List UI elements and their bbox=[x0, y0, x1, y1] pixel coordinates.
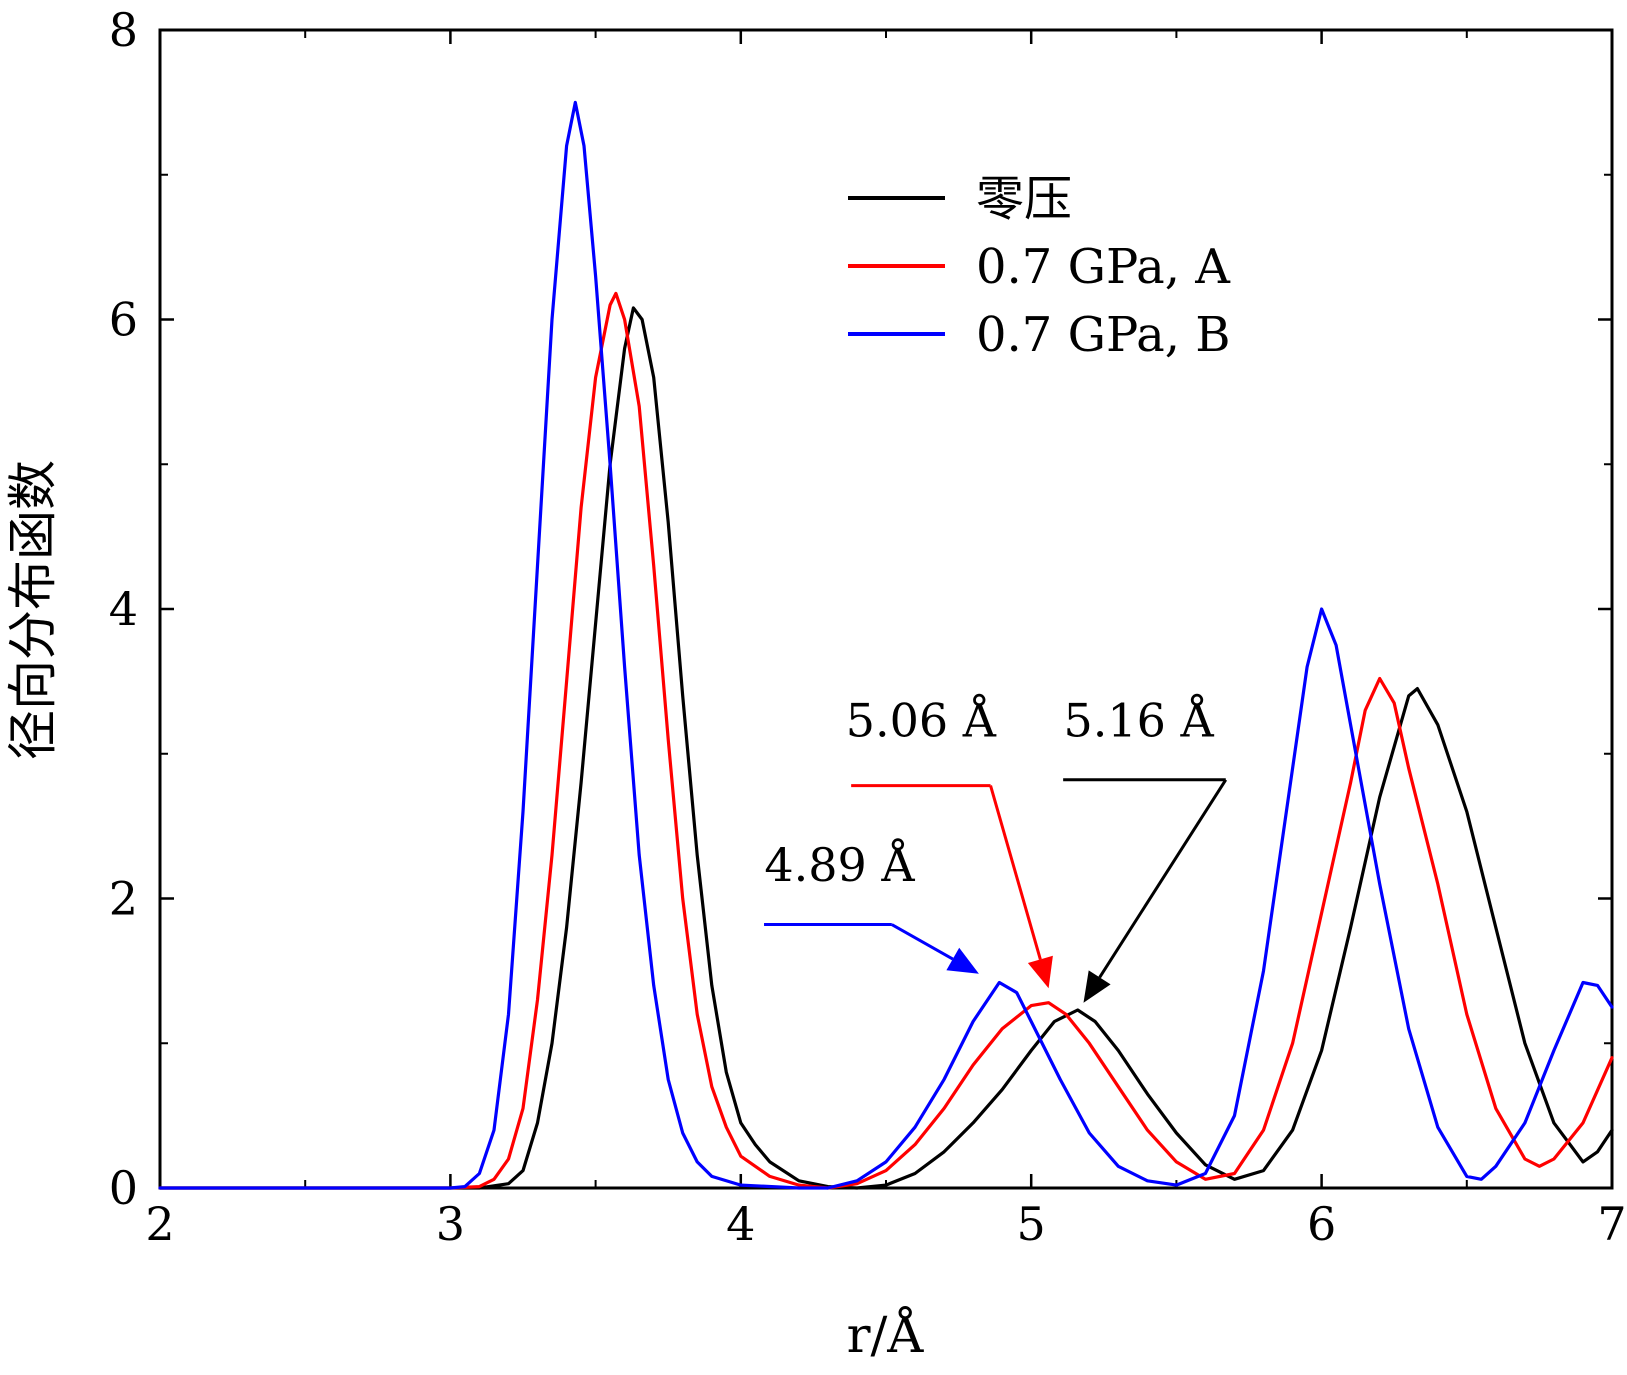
x-axis-title: r/Å bbox=[847, 1305, 925, 1364]
y-tick-label: 4 bbox=[109, 582, 138, 636]
legend-label-2: 0.7 GPa, B bbox=[976, 307, 1230, 363]
series-line-2 bbox=[158, 100, 1614, 1190]
x-tick-label: 4 bbox=[726, 1197, 755, 1251]
annotation-label: 5.06 Å bbox=[846, 692, 997, 747]
series-layer bbox=[158, 100, 1614, 1190]
annotation-arrowhead bbox=[1083, 970, 1111, 1003]
legend: 零压 0.7 GPa, A 0.7 GPa, B bbox=[848, 171, 1231, 363]
annotation-arrow-shaft bbox=[891, 923, 954, 961]
x-tick-label: 2 bbox=[145, 1197, 174, 1251]
y-tick-label: 2 bbox=[109, 872, 138, 926]
legend-label-1: 0.7 GPa, A bbox=[976, 239, 1231, 295]
annotation-arrowhead bbox=[1027, 955, 1053, 989]
y-tick-label: 8 bbox=[109, 3, 138, 57]
y-tick-label: 0 bbox=[109, 1161, 138, 1215]
annotation-label: 5.16 Å bbox=[1064, 692, 1215, 747]
annotation-layer: 4.89 Å 5.06 Å 5.16 Å bbox=[764, 692, 1228, 1003]
legend-label-0: 零压 bbox=[976, 171, 1072, 227]
x-tick-label: 6 bbox=[1307, 1197, 1336, 1251]
y-axis-title: 径向分布函数 bbox=[4, 460, 62, 760]
annotation-arrow-shaft bbox=[1098, 778, 1228, 979]
annotation-arrowhead bbox=[946, 947, 979, 974]
annotation-label: 4.89 Å bbox=[764, 837, 915, 892]
x-tick-label: 5 bbox=[1017, 1197, 1046, 1251]
series-line-1 bbox=[158, 291, 1614, 1190]
annotation-arrow-shaft bbox=[989, 785, 1042, 960]
x-tick-label: 7 bbox=[1597, 1197, 1626, 1251]
plot-frame bbox=[158, 28, 1614, 1190]
x-tick-label: 3 bbox=[436, 1197, 465, 1251]
y-tick-label: 6 bbox=[109, 293, 138, 347]
series-line-0 bbox=[158, 306, 1614, 1190]
